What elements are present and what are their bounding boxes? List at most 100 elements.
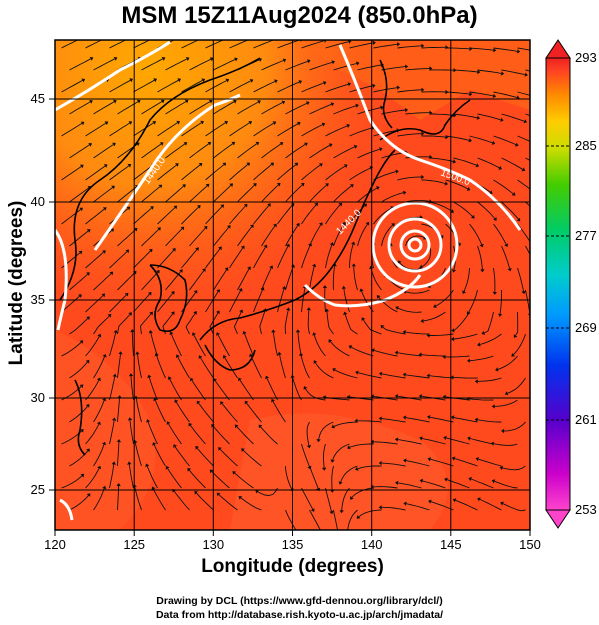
streamline-arrow (322, 285, 328, 289)
streamline-arrow (172, 248, 176, 252)
streamline-arrow (110, 228, 114, 233)
streamline (200, 357, 214, 379)
streamline-arrow (330, 102, 335, 107)
streamline-arrow (198, 355, 203, 359)
streamline-arrow (439, 234, 444, 239)
streamline (261, 225, 276, 247)
streamline (285, 465, 293, 490)
streamline (358, 509, 382, 518)
streamline-arrow (249, 78, 254, 83)
streamline (69, 273, 88, 291)
lat-tick-40: 40 (31, 194, 45, 209)
streamline-arrow (97, 465, 102, 470)
streamline-arrow (193, 311, 197, 315)
streamline (229, 164, 249, 181)
streamline (446, 437, 470, 445)
streamline-arrow (346, 123, 350, 128)
streamline-arrow (195, 247, 199, 251)
streamline (493, 223, 507, 245)
streamline (93, 315, 110, 335)
streamline (453, 376, 478, 379)
streamline-arrow (342, 221, 346, 226)
streamline-arrow (297, 121, 301, 126)
streamline (189, 58, 212, 71)
streamline-arrow (132, 484, 137, 488)
streamline (205, 40, 225, 49)
streamline (253, 122, 274, 137)
streamline (109, 251, 128, 269)
streamline (501, 69, 526, 76)
streamline-arrow (80, 429, 84, 433)
streamline-arrow (300, 182, 305, 187)
streamline-arrow (500, 501, 504, 506)
streamline (301, 82, 324, 93)
streamline (214, 380, 230, 401)
streamline-arrow (534, 267, 538, 271)
streamline-arrow (481, 330, 486, 335)
streamline (205, 80, 227, 93)
streamline-arrow (220, 401, 224, 405)
streamline-arrow (394, 394, 399, 399)
streamline-arrow (178, 36, 182, 40)
streamline (453, 417, 478, 423)
streamline-arrow (216, 289, 220, 293)
streamline-arrow (396, 85, 400, 90)
streamline-arrow (124, 292, 129, 297)
streamline-arrow (272, 121, 277, 126)
streamline (429, 157, 454, 162)
streamline-arrow (126, 206, 131, 211)
streamline-arrow (82, 35, 86, 39)
warm-region-south (230, 413, 448, 530)
streamline-arrow (331, 424, 336, 429)
streamline (471, 478, 494, 489)
streamline-arrow (182, 184, 186, 188)
streamline (405, 156, 430, 159)
streamline (93, 58, 115, 71)
streamline (133, 40, 151, 49)
streamline (134, 442, 142, 467)
streamline-arrow (426, 333, 430, 338)
streamline (205, 248, 221, 269)
streamline (373, 349, 398, 357)
streamline-arrow (511, 353, 515, 357)
streamline (477, 419, 502, 423)
streamline (193, 334, 206, 357)
streamline (285, 144, 306, 159)
contour-1440 (93, 93, 241, 251)
streamline-arrow (187, 467, 192, 472)
streamline (140, 313, 152, 335)
streamline (292, 377, 302, 401)
streamline (421, 437, 446, 445)
streamline (229, 247, 244, 269)
streamline (405, 67, 430, 71)
streamline (325, 487, 332, 512)
streamline (494, 399, 518, 407)
streamline (133, 293, 150, 313)
streamline-arrow (328, 143, 333, 148)
streamline (406, 503, 430, 511)
streamline (381, 152, 405, 159)
streamline (198, 402, 214, 423)
streamline (357, 465, 382, 470)
streamline-arrow (341, 285, 346, 289)
streamline (357, 224, 368, 247)
streamline (493, 47, 518, 52)
streamline-arrow (541, 50, 544, 54)
streamline-arrow (255, 489, 259, 494)
streamline (181, 80, 203, 93)
streamline (284, 310, 289, 335)
streamline (453, 201, 473, 217)
streamline (85, 468, 100, 489)
streamline (148, 377, 158, 401)
streamline (109, 332, 117, 357)
streamline-arrow (216, 332, 221, 336)
streamline (213, 269, 227, 291)
streamline (93, 144, 114, 159)
streamline-arrow (279, 142, 284, 146)
streamline-arrow (196, 400, 201, 405)
streamline-arrow (152, 442, 157, 446)
streamline (189, 270, 205, 291)
streamline-arrow (345, 531, 349, 534)
streamline (381, 418, 406, 423)
streamline (93, 444, 105, 467)
